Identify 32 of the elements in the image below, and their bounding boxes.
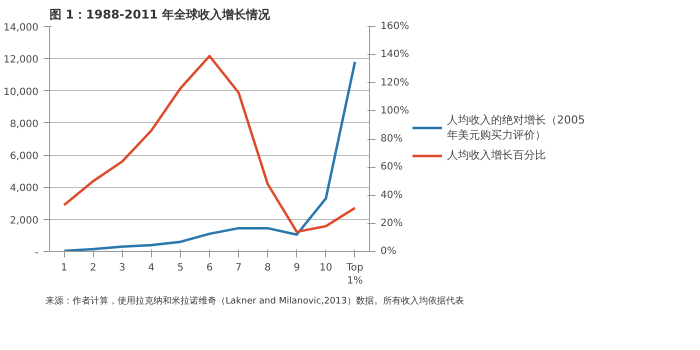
x-tick-label: 4 [148, 262, 155, 274]
chart-title: 图 1：1988-2011 年全球收入增长情况 [50, 8, 271, 22]
x-tick-label: 1 [60, 262, 68, 274]
x-tick-label: Top 1% [346, 262, 364, 287]
y2-tick-label: 40% [380, 190, 403, 201]
y-tick-label: 2,000 [10, 215, 39, 226]
x-tick-label: 5 [177, 262, 184, 274]
y2-tick-label: 100% [380, 105, 410, 116]
legend-label: 人均收入增长百分比 [447, 148, 546, 162]
y-tick-label: 8,000 [10, 118, 39, 130]
y2-tick-label: 120% [380, 77, 410, 88]
x-tick-label: 2 [90, 262, 96, 274]
source-note: 来源：作者计算，使用拉克纳和米拉诺维奇（Lakner and Milanovic,2013）数据。所有收入均依据代表 [46, 296, 464, 306]
y-tick-label: - [34, 248, 39, 258]
y-tick-label: 4,000 [10, 183, 39, 194]
legend-label: 人均收入的绝对增长（2005年美元购买力评价） [447, 112, 585, 142]
y-tick-label: 12,000 [4, 54, 39, 66]
y-tick-label: 14,000 [4, 22, 39, 34]
y2-tick-label: 140% [380, 49, 410, 60]
x-tick-label: 10 [320, 262, 332, 274]
y2-tick-label: 60% [380, 162, 403, 173]
y-tick-label: 10,000 [4, 86, 39, 98]
x-tick-label: 8 [264, 262, 271, 274]
x-tick-label: 9 [294, 262, 300, 274]
y-tick-label: 6,000 [10, 151, 39, 162]
y2-tick-label: 20% [380, 218, 403, 229]
x-tick-label: 7 [235, 262, 242, 274]
x-tick-label: 3 [119, 262, 126, 274]
y2-tick-label: 160% [380, 21, 410, 32]
x-tick-label: 6 [206, 262, 213, 274]
y2-tick-label: 80% [380, 134, 403, 144]
y2-tick-label: 0% [380, 246, 396, 257]
